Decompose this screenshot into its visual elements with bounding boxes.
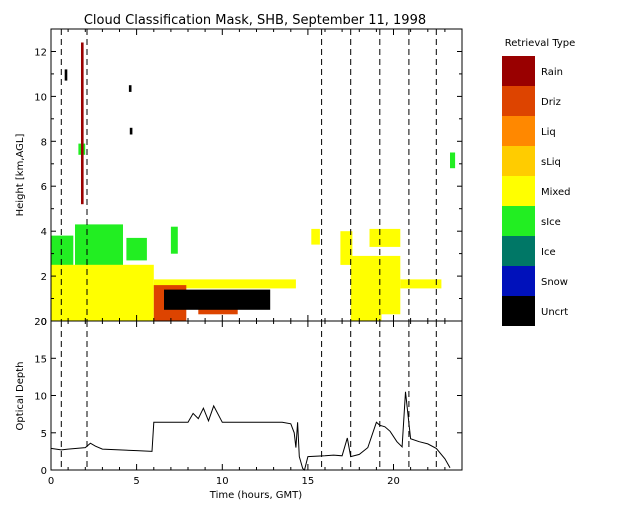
legend-swatch-ice xyxy=(502,236,535,266)
legend-label: sIce xyxy=(541,217,561,228)
cloud-mask-ytick-label: 4 xyxy=(41,227,47,238)
legend-label: Liq xyxy=(541,127,556,138)
optical-depth-xtick-label: 15 xyxy=(302,476,315,487)
optical-depth-xtick-label: 0 xyxy=(48,476,54,487)
mask-region-mixed xyxy=(350,255,382,321)
mask-region-sice xyxy=(450,152,456,169)
legend-label: Snow xyxy=(541,277,568,288)
cloud-mask-panel: 0 2 4 6 8 10 12 Height [km,AGL] xyxy=(15,28,463,328)
optical-depth-ytick-label: 5 xyxy=(41,429,47,440)
mask-region-mixed xyxy=(381,255,401,315)
cloud-mask-ytick-label: 8 xyxy=(41,137,47,148)
mask-region-sice xyxy=(51,235,74,267)
legend-swatch-rain xyxy=(502,56,535,86)
legend-swatch-sice xyxy=(502,206,535,236)
legend-label: Mixed xyxy=(541,187,571,198)
legend-label: Driz xyxy=(541,97,561,108)
mask-region-sice xyxy=(170,226,178,254)
dashed-time-markers xyxy=(60,321,437,470)
optical-depth-ytick-label: 10 xyxy=(34,392,47,403)
optical-depth-ytick-label: 20 xyxy=(34,317,47,328)
legend-label: Uncrt xyxy=(541,307,568,318)
cloud-mask-ytick-label: 12 xyxy=(34,48,47,59)
optical-depth-xtick-label: 20 xyxy=(387,476,400,487)
legend-swatch-driz xyxy=(502,86,535,116)
legend-label: sLiq xyxy=(541,157,561,168)
optical-depth-panel: 0 5 10 15 20 0 5 10 15 20 Optical Depth Time (ho… xyxy=(15,317,463,501)
legend-swatch-snow xyxy=(502,266,535,296)
mask-region-uncrt xyxy=(64,69,68,81)
legend-label: Ice xyxy=(541,247,556,258)
cloud-mask-ytick-label: 6 xyxy=(41,182,47,193)
mask-region-rain xyxy=(81,42,84,205)
optical-depth-line xyxy=(50,391,451,471)
optical-depth-y-ticks: 0 5 10 15 20 xyxy=(34,317,462,477)
mask-region-mixed xyxy=(340,231,353,265)
optical-depth-ylabel: Optical Depth xyxy=(15,362,26,431)
chart-title: Cloud Classification Mask, SHB, Septembe… xyxy=(84,13,426,28)
mask-region-mixed xyxy=(311,228,320,245)
mask-region-mixed xyxy=(51,264,154,321)
optical-depth-x-ticks: 0 5 10 15 20 xyxy=(48,321,446,487)
optical-depth-xtick-label: 10 xyxy=(216,476,229,487)
mask-region-mixed xyxy=(400,279,442,289)
legend-swatch-mixed xyxy=(502,176,535,206)
optical-depth-xlabel: Time (hours, GMT) xyxy=(209,490,303,501)
cloud-mask-ylabel: Height [km,AGL] xyxy=(15,134,26,217)
mask-region-sice xyxy=(126,237,147,261)
legend-swatch-liq xyxy=(502,116,535,146)
cloud-mask-fill xyxy=(51,42,456,321)
legend-title: Retrieval Type xyxy=(505,38,576,49)
mask-region-uncrt xyxy=(128,85,132,92)
cloud-mask-ytick-label: 2 xyxy=(41,272,47,283)
mask-region-mixed xyxy=(153,279,296,289)
dashed-time-markers xyxy=(60,29,437,321)
mask-region-sice xyxy=(75,224,123,268)
optical-depth-ytick-label: 15 xyxy=(34,354,47,365)
legend-swatch-sliq xyxy=(502,146,535,176)
cloud-mask-ytick-label: 0 xyxy=(41,317,47,328)
legend-swatch-uncrt xyxy=(502,296,535,326)
mask-region-uncrt xyxy=(129,127,133,135)
optical-depth-ytick-label: 0 xyxy=(41,466,47,477)
mask-region-uncrt xyxy=(164,289,271,310)
cloud-mask-ytick-label: 10 xyxy=(34,92,47,103)
mask-region-mixed xyxy=(369,228,401,247)
optical-depth-frame xyxy=(50,320,463,471)
legend-label: Rain xyxy=(541,67,563,78)
legend: Retrieval Type Rain Driz Liq sLiq Mixed sIce I… xyxy=(502,38,575,326)
optical-depth-xtick-label: 5 xyxy=(133,476,139,487)
